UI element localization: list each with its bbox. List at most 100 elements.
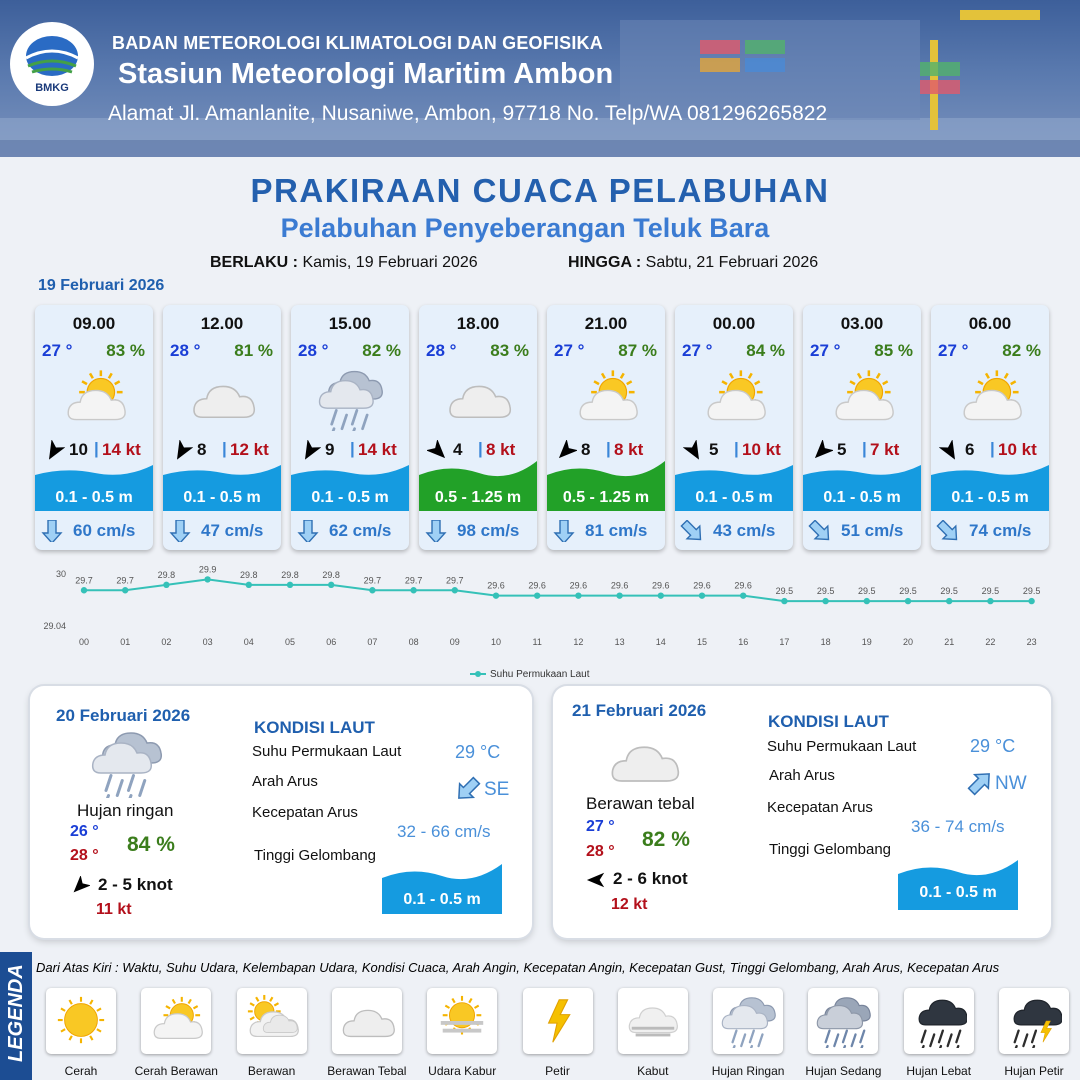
wind-arrow-icon xyxy=(299,439,322,460)
data-point xyxy=(657,592,664,599)
forecast-time: 06.00 xyxy=(968,314,1012,333)
legend-item-udara-kabur: Udara Kabur xyxy=(419,988,505,1078)
x-tick-label: 00 xyxy=(79,637,89,647)
wind-info: 5 | 10 kt xyxy=(679,439,791,461)
wind-gust: 12 kt xyxy=(611,896,648,913)
humidity: 83 % xyxy=(490,341,529,360)
data-label: 29.7 xyxy=(116,575,134,585)
wind-arrow-icon xyxy=(43,439,66,460)
wind-arrow-icon xyxy=(938,439,961,460)
wave-graphic xyxy=(163,465,281,511)
wind-arrow-icon xyxy=(811,438,835,460)
berawan-icon xyxy=(236,988,307,1054)
wind-arrow-icon xyxy=(555,438,579,460)
temp-max: 28 ° xyxy=(586,843,615,860)
condition-text: Hujan ringan xyxy=(77,801,174,820)
wind-speed: 8 xyxy=(581,440,591,459)
data-label: 29.5 xyxy=(899,586,917,596)
humidity: 87 % xyxy=(618,341,657,360)
wave-graphic xyxy=(291,465,409,511)
sst-value: 29 °C xyxy=(970,736,1016,756)
wave-height: 0.5 - 1.25 m xyxy=(562,489,650,506)
x-tick-label: 10 xyxy=(491,637,501,647)
forecast-card-0000: 00.00 27 ° 84 % 5 | 10 kt 0.1 - 0.5 m 43… xyxy=(675,305,793,550)
wave-graphic xyxy=(803,465,921,511)
legend-item-label: Berawan xyxy=(247,1064,296,1078)
cerah-berawan-icon xyxy=(56,367,132,431)
separator: | xyxy=(862,439,867,458)
data-point xyxy=(451,587,458,594)
current-arrow-icon xyxy=(966,770,994,796)
humidity: 83 % xyxy=(106,341,145,360)
wind-info: 9 | 14 kt xyxy=(295,439,407,461)
logo-text: BMKG xyxy=(35,82,69,94)
current-info: 60 cm/s xyxy=(35,512,153,550)
data-label: 29.7 xyxy=(75,575,93,585)
current-info: 43 cm/s xyxy=(675,512,793,550)
legend-bar: LEGENDA Dari Atas Kiri : Waktu, Suhu Uda… xyxy=(0,952,1080,1080)
current-speed-value: 32 - 66 cm/s xyxy=(397,822,491,841)
wave-graphic xyxy=(931,465,1049,511)
separator: | xyxy=(990,439,995,458)
panel-date: 21 Februari 2026 xyxy=(572,701,707,720)
current-dir-label: Arah Arus xyxy=(252,773,318,790)
berawan-tebal-icon xyxy=(184,367,260,431)
current-dir-label: Arah Arus xyxy=(769,767,835,784)
forecast-time: 21.00 xyxy=(584,314,628,333)
legend-content: Dari Atas Kiri : Waktu, Suhu Udara, Kele… xyxy=(32,952,1080,1080)
wind-info: 5 | 7 kt xyxy=(807,438,919,461)
wave-height-value: 0.1 - 0.5 m xyxy=(403,891,481,908)
current-arrow-icon xyxy=(807,519,833,542)
legend-item-label: Hujan Petir xyxy=(1004,1064,1064,1078)
wave-graphic xyxy=(675,465,793,511)
wind-arrow-icon xyxy=(425,438,449,460)
page-title: PRAKIRAAN CUACA PELABUHAN xyxy=(250,172,830,209)
sea-condition-title: KONDISI LAUT xyxy=(254,718,375,737)
separator: | xyxy=(94,439,99,458)
data-label: 29.8 xyxy=(240,570,258,580)
wind-speed: 2 - 6 knot xyxy=(613,869,688,888)
organization-name: BADAN METEOROLOGI KLIMATOLOGI DAN GEOFIS… xyxy=(112,33,603,53)
wind-gust: 12 kt xyxy=(230,440,269,459)
forecast-time: 18.00 xyxy=(456,314,500,333)
air-temperature: 28 ° xyxy=(170,341,201,360)
data-label: 29.6 xyxy=(693,581,711,591)
x-tick-label: 14 xyxy=(656,637,666,647)
air-temperature: 27 ° xyxy=(554,341,585,360)
data-point xyxy=(410,587,417,594)
wave-height: 0.1 - 0.5 m xyxy=(695,489,773,506)
condition-text: Berawan tebal xyxy=(586,794,695,813)
cerah-berawan-icon xyxy=(952,367,1028,431)
hujan-lebat-icon xyxy=(903,988,974,1054)
current-speed: 81 cm/s xyxy=(585,521,648,540)
wave-graphic xyxy=(419,461,537,511)
legend-item-label: Hujan Ringan xyxy=(711,1064,785,1078)
data-point xyxy=(575,592,582,599)
separator: | xyxy=(350,439,355,458)
data-point xyxy=(904,597,912,605)
legend-item-label: Berawan Tebal xyxy=(327,1064,407,1078)
wind-speed: 9 xyxy=(325,440,335,459)
current-info: 62 cm/s xyxy=(291,512,409,550)
sst-chart: 30 29.04 29.7 00 29.7 01 29.8 02 29.9 03 29.8 04 29.… xyxy=(30,562,1060,682)
wave-height: 0.5 - 1.25 m xyxy=(434,489,522,506)
wind-speed: 5 xyxy=(709,440,719,459)
station-address: Alamat Jl. Amanlanite, Nusaniwe, Ambon, … xyxy=(108,102,828,125)
valid-from-label: BERLAKU : xyxy=(210,254,298,271)
legend-label: Suhu Permukaan Laut xyxy=(490,669,590,680)
wave-graphic xyxy=(35,465,153,511)
x-tick-label: 03 xyxy=(203,637,213,647)
humidity: 82 % xyxy=(1002,341,1041,360)
day-panel-20feb: 20 Februari 2026 Hujan ringan 26 ° 28 ° … xyxy=(30,686,532,938)
x-tick-label: 23 xyxy=(1027,637,1037,647)
station-name: Stasiun Meteorologi Maritim Ambon xyxy=(118,58,614,90)
hujan-ringan-icon xyxy=(88,728,164,812)
air-temperature: 27 ° xyxy=(938,341,969,360)
y-tick-label: 29.04 xyxy=(43,621,66,631)
forecast-card-1200: 12.00 28 ° 81 % 8 | 12 kt 0.1 - 0.5 m 47… xyxy=(163,305,281,550)
port-illustration xyxy=(0,10,1080,157)
x-tick-label: 05 xyxy=(285,637,295,647)
petir-icon xyxy=(522,988,593,1054)
wind-info: 8 | 12 kt xyxy=(167,439,279,461)
data-label: 29.5 xyxy=(940,586,958,596)
